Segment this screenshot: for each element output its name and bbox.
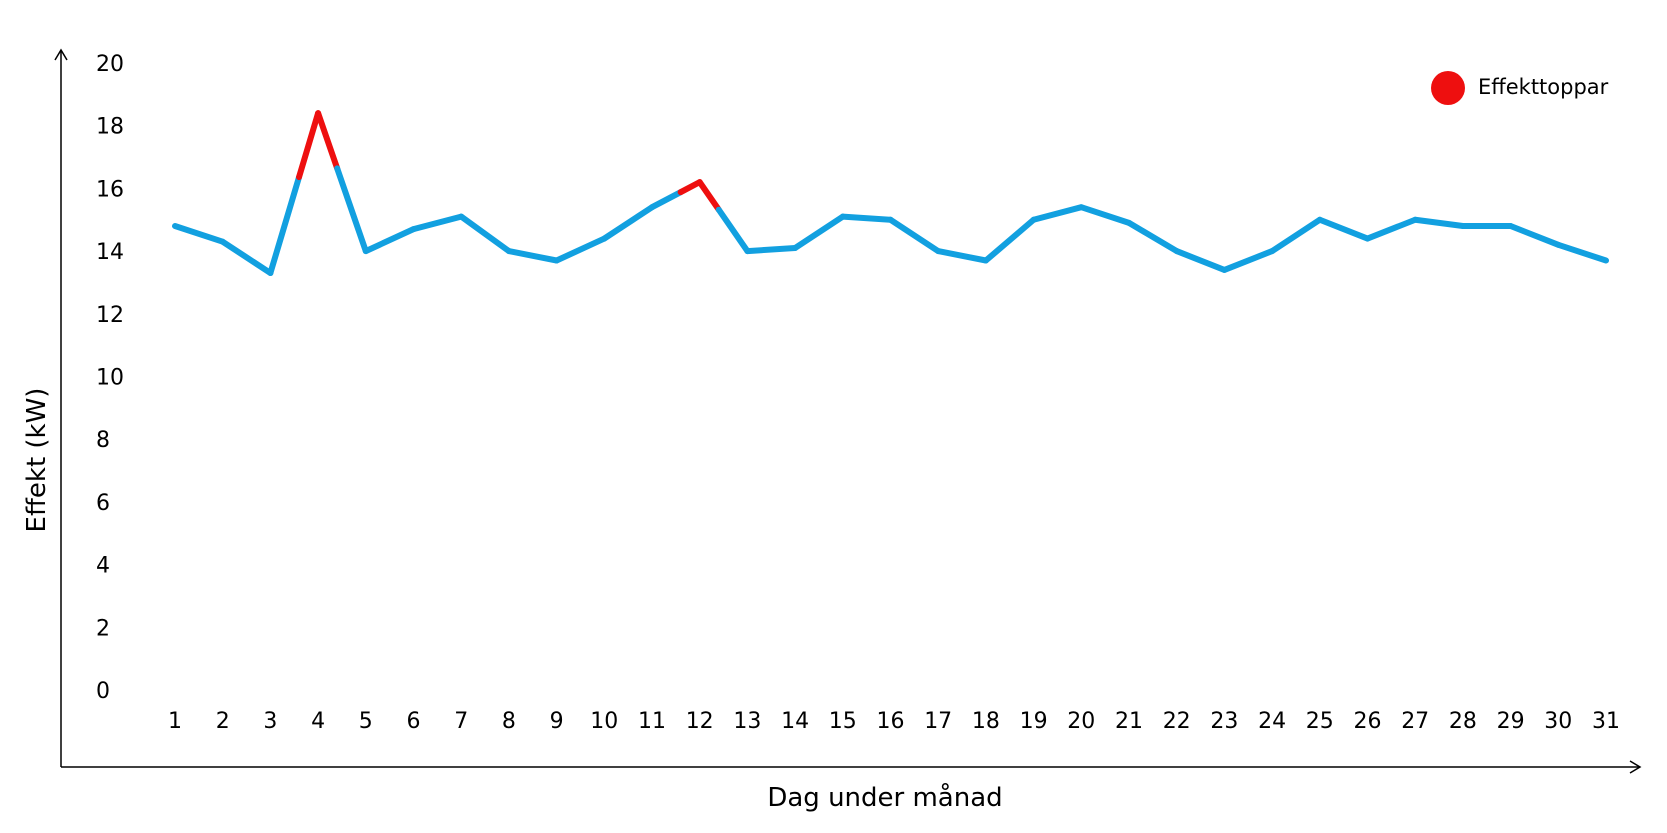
series-line-segment	[601, 204, 655, 242]
x-tick-label: 3	[263, 709, 277, 734]
series-line-segment	[839, 213, 894, 223]
y-tick-label: 10	[96, 366, 124, 391]
y-tick-label: 0	[96, 679, 110, 704]
series-line-segment	[935, 248, 989, 264]
series-line-segment	[553, 235, 608, 264]
x-tick-labels: 1 2 3 4 5 6 7 8 9 10 11 12 13 14 15 16 17 18 19 20 21 22 23 24 2…	[168, 709, 1620, 734]
x-tick-label: 25	[1306, 709, 1334, 734]
x-tick-label: 14	[781, 709, 809, 734]
series-line-segment	[267, 174, 303, 277]
peak-line-segment	[696, 179, 722, 213]
y-tick-label: 16	[96, 177, 124, 202]
y-tick-label: 20	[96, 52, 124, 77]
x-tick-label: 30	[1544, 709, 1572, 734]
x-axis-label: Dag under månad	[767, 782, 1002, 813]
y-tick-label: 2	[96, 616, 110, 641]
y-tick-label: 14	[96, 240, 124, 265]
series-line-segment	[1269, 216, 1323, 255]
series-line-segment	[1173, 248, 1228, 273]
series-layer	[172, 110, 1609, 277]
x-tick-label: 8	[502, 709, 516, 734]
series-line-segment	[715, 206, 751, 255]
x-tick-label: 19	[1020, 709, 1048, 734]
series-line-segment	[1364, 216, 1419, 242]
series-line-segment	[887, 216, 942, 255]
x-tick-label: 13	[733, 709, 761, 734]
series-line-segment	[362, 226, 417, 255]
x-tick-label: 1	[168, 709, 182, 734]
series-line-segment	[172, 223, 226, 245]
series-line-segment	[334, 165, 369, 255]
x-tick-label: 12	[686, 709, 714, 734]
x-axis-arrow	[1629, 760, 1642, 774]
x-tick-label: 11	[638, 709, 666, 734]
series-line-segment	[1221, 248, 1276, 273]
x-tick-label: 4	[311, 709, 325, 734]
y-axis-label: Effekt (kW)	[22, 388, 52, 533]
x-tick-label: 7	[454, 709, 468, 734]
y-tick-label: 4	[96, 554, 110, 579]
legend: Effekttoppar	[1431, 71, 1609, 105]
x-tick-label: 2	[216, 709, 230, 734]
x-tick-label: 15	[829, 709, 857, 734]
x-tick-label: 22	[1163, 709, 1191, 734]
series-line-segment	[505, 248, 560, 264]
x-tick-label: 27	[1401, 709, 1429, 734]
y-axis-arrow	[54, 48, 68, 61]
series-line-segment	[982, 216, 1037, 264]
peak-line-segment	[315, 110, 341, 172]
x-tick-label: 21	[1115, 709, 1143, 734]
legend-peak-marker	[1431, 71, 1465, 105]
x-tick-label: 28	[1449, 709, 1477, 734]
x-tick-label: 26	[1354, 709, 1382, 734]
series-line-segment	[1126, 219, 1180, 255]
x-tick-label: 31	[1592, 709, 1620, 734]
series-line-segment	[1030, 204, 1085, 223]
series-line-segment	[458, 213, 512, 255]
peak-line-segment	[296, 110, 322, 181]
y-tick-labels: 0 2 4 6 8 10 12 14 16 18 20	[96, 52, 124, 704]
series-line-segment	[649, 189, 684, 211]
x-tick-label: 16	[877, 709, 905, 734]
x-tick-label: 6	[407, 709, 421, 734]
series-line-segment	[1316, 216, 1371, 242]
series-line-segment	[744, 244, 799, 255]
x-tick-label: 18	[972, 709, 1000, 734]
x-tick-label: 10	[590, 709, 618, 734]
series-line-segment	[1555, 241, 1609, 264]
x-tick-label: 5	[359, 709, 373, 734]
y-tick-label: 12	[96, 303, 124, 328]
x-tick-label: 29	[1497, 709, 1525, 734]
x-tick-label: 9	[550, 709, 564, 734]
x-tick-label: 20	[1067, 709, 1095, 734]
series-line-segment	[1412, 216, 1466, 230]
y-tick-label: 6	[96, 491, 110, 516]
series-line-segment	[792, 213, 846, 251]
series-line-segment	[1078, 204, 1132, 226]
x-tick-label: 24	[1258, 709, 1286, 734]
y-tick-label: 8	[96, 428, 110, 453]
peak-line-segment	[677, 179, 703, 196]
y-tick-label: 18	[96, 115, 124, 140]
x-tick-label: 17	[924, 709, 952, 734]
x-tick-label: 23	[1210, 709, 1238, 734]
series-line-segment	[219, 238, 274, 277]
legend-label-peaks: Effekttoppar	[1478, 75, 1609, 99]
series-line-segment	[1507, 223, 1562, 248]
series-line-segment	[410, 213, 465, 233]
